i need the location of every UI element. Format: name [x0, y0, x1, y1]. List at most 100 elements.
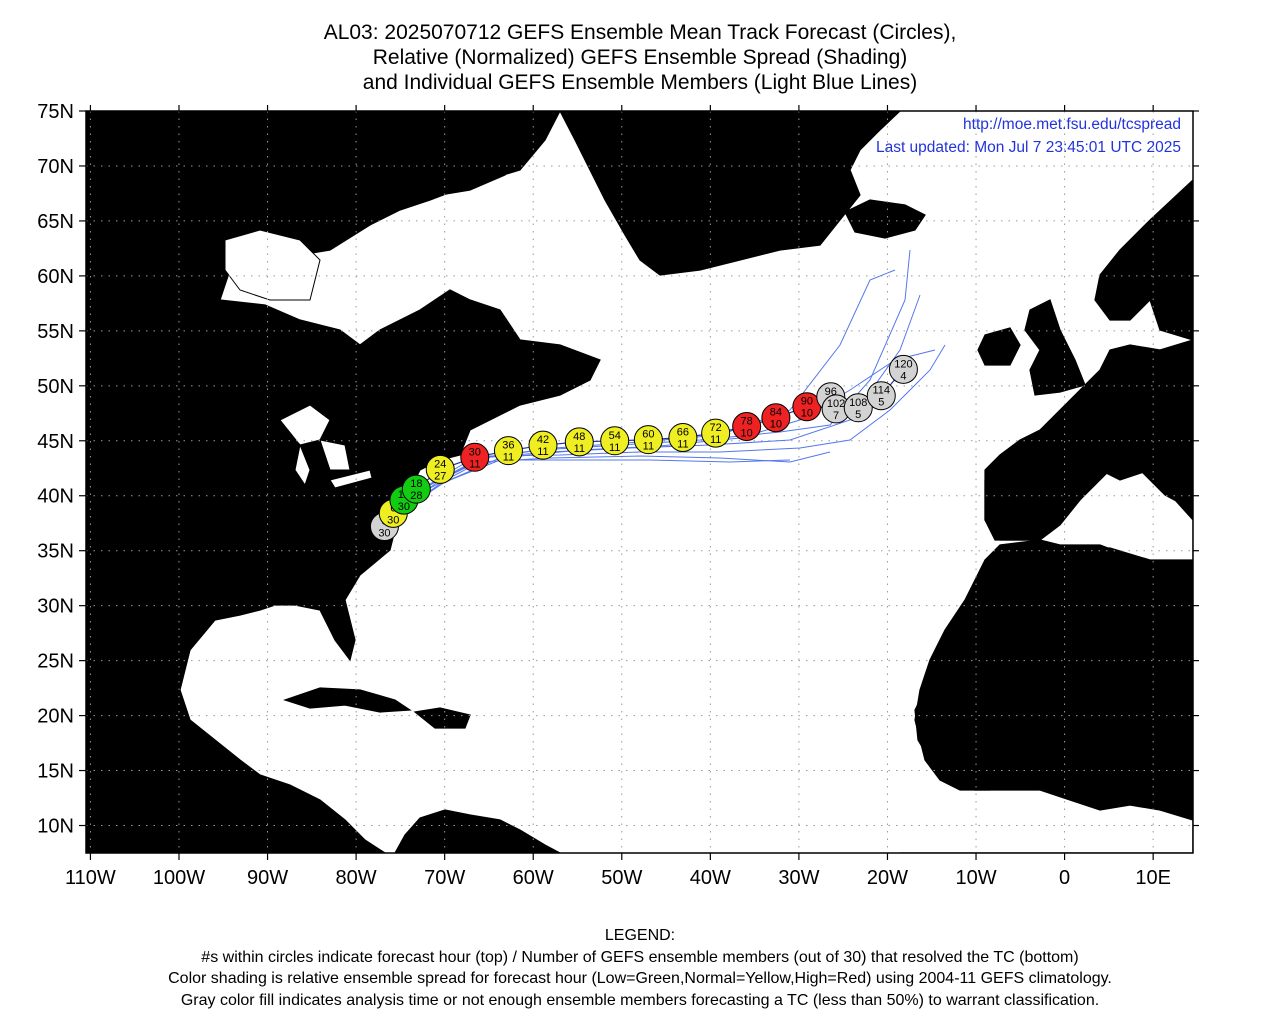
member-count-label: 11: [677, 438, 688, 450]
forecast-hour-label: 108: [849, 397, 867, 409]
lake-erie: [329, 469, 373, 489]
track-circle: [866, 381, 896, 411]
forecast-hour-label: 42: [537, 434, 549, 446]
lat-tick-label: 15N: [37, 761, 74, 783]
border-us-mexico: [86, 589, 216, 621]
land-britain: [1024, 299, 1086, 396]
member-count-label: 11: [469, 458, 480, 470]
forecast-hour-label: 48: [573, 431, 585, 443]
forecast-hour-label: 78: [741, 415, 753, 427]
land-iberia-france: [984, 339, 1193, 541]
legend-line-1: #s within circles indicate forecast hour…: [201, 948, 1079, 966]
forecast-map: 0306301230182824273011361142114811541160…: [37, 101, 1199, 889]
lon-tick-label: 90W: [247, 867, 288, 889]
member-count-label: 30: [378, 528, 390, 540]
forecast-hour-label: 54: [609, 430, 621, 442]
land-greenland: [559, 111, 901, 276]
axis-ticks: 110W 100W 90W 80W 70W 60W 50W 40W 30W 20W 10W 0 10E 7…: [37, 101, 1199, 889]
track-circles: 0306301230182824273011361142114811541160…: [369, 354, 918, 542]
member-count-label: 11: [609, 442, 620, 454]
lon-tick-label: 10W: [955, 867, 996, 889]
forecast-hour-label: 18: [410, 478, 422, 490]
member-count-label: 5: [878, 397, 884, 409]
land-cuba: [283, 687, 412, 713]
credit-updated: Last updated: Mon Jul 7 23:45:01 UTC 202…: [876, 139, 1181, 156]
legend-line-2: Color shading is relative ensemble sprea…: [168, 970, 1112, 987]
border-state-1: [86, 396, 146, 531]
forecast-hour-label: 114: [872, 385, 890, 397]
lon-tick-label: 20W: [867, 867, 908, 889]
member-count-label: 4: [900, 370, 906, 382]
legend-line-3: Gray color fill indicates analysis time …: [180, 991, 1100, 1009]
member-line-5: [391, 459, 791, 519]
border-europe-2: [1039, 429, 1061, 520]
track-circle: [761, 403, 791, 433]
title-line-2: Relative (Normalized) GEFS Ensemble Spre…: [372, 46, 908, 69]
hudson-bay: [224, 229, 321, 301]
lat-tick-label: 70N: [37, 156, 74, 178]
lon-tick-label: 110W: [65, 867, 116, 889]
land-south-america: [394, 809, 561, 853]
border-africa-1: [999, 579, 1193, 701]
member-count-label: 28: [410, 490, 422, 502]
lake-michigan: [294, 443, 311, 487]
forecast-hour-label: 102: [827, 398, 845, 410]
grid-lines: [86, 111, 1193, 853]
lon-tick-label: 50W: [601, 867, 642, 889]
track-circle: [564, 427, 594, 457]
forecast-hour-label: 30: [469, 446, 481, 458]
member-count-label: 11: [574, 443, 585, 455]
lon-tick-label: 10E: [1135, 867, 1171, 889]
track-circle: [732, 411, 762, 441]
land-africa: [914, 547, 1193, 853]
lon-tick-label: 80W: [336, 867, 377, 889]
track-circle: [425, 454, 455, 484]
land-scandinavia: [1094, 179, 1193, 341]
member-count-label: 5: [855, 409, 861, 421]
lon-tick-label: 0: [1059, 867, 1070, 889]
credit-url: http://moe.met.fsu.edu/tcspread: [963, 116, 1181, 133]
land-ireland: [977, 327, 1021, 366]
land-hispaniola: [413, 707, 471, 729]
member-count-label: 10: [741, 427, 753, 439]
title-line-1: AL03: 2025070712 GEFS Ensemble Mean Trac…: [323, 21, 957, 44]
member-count-label: 11: [503, 452, 514, 464]
track-circle: [888, 354, 918, 384]
track-circle: [668, 422, 698, 452]
lat-tick-label: 65N: [37, 211, 74, 233]
title-line-3: and Individual GEFS Ensemble Members (Li…: [362, 71, 918, 94]
forecast-hour-label: 66: [677, 426, 689, 438]
lon-tick-label: 60W: [513, 867, 554, 889]
track-circle: [701, 418, 731, 448]
lat-tick-label: 60N: [37, 266, 74, 288]
lat-tick-label: 20N: [37, 706, 74, 728]
border-europe-1: [1079, 389, 1101, 441]
member-count-label: 30: [398, 501, 410, 513]
border-state-3: [86, 489, 261, 540]
forecast-hour-label: 72: [710, 422, 722, 434]
member-count-label: 11: [643, 441, 654, 453]
lat-tick-label: 55N: [37, 321, 74, 343]
lat-tick-label: 10N: [37, 816, 74, 838]
lat-tick-label: 50N: [37, 376, 74, 398]
track-circle: [460, 442, 490, 472]
land-iceland: [844, 199, 926, 239]
member-count-label: 11: [537, 446, 548, 458]
forecast-hour-label: 24: [434, 458, 446, 470]
forecast-hour-label: 36: [502, 440, 514, 452]
forecast-hour-label: 120: [894, 358, 912, 370]
land-baffin: [329, 111, 541, 196]
